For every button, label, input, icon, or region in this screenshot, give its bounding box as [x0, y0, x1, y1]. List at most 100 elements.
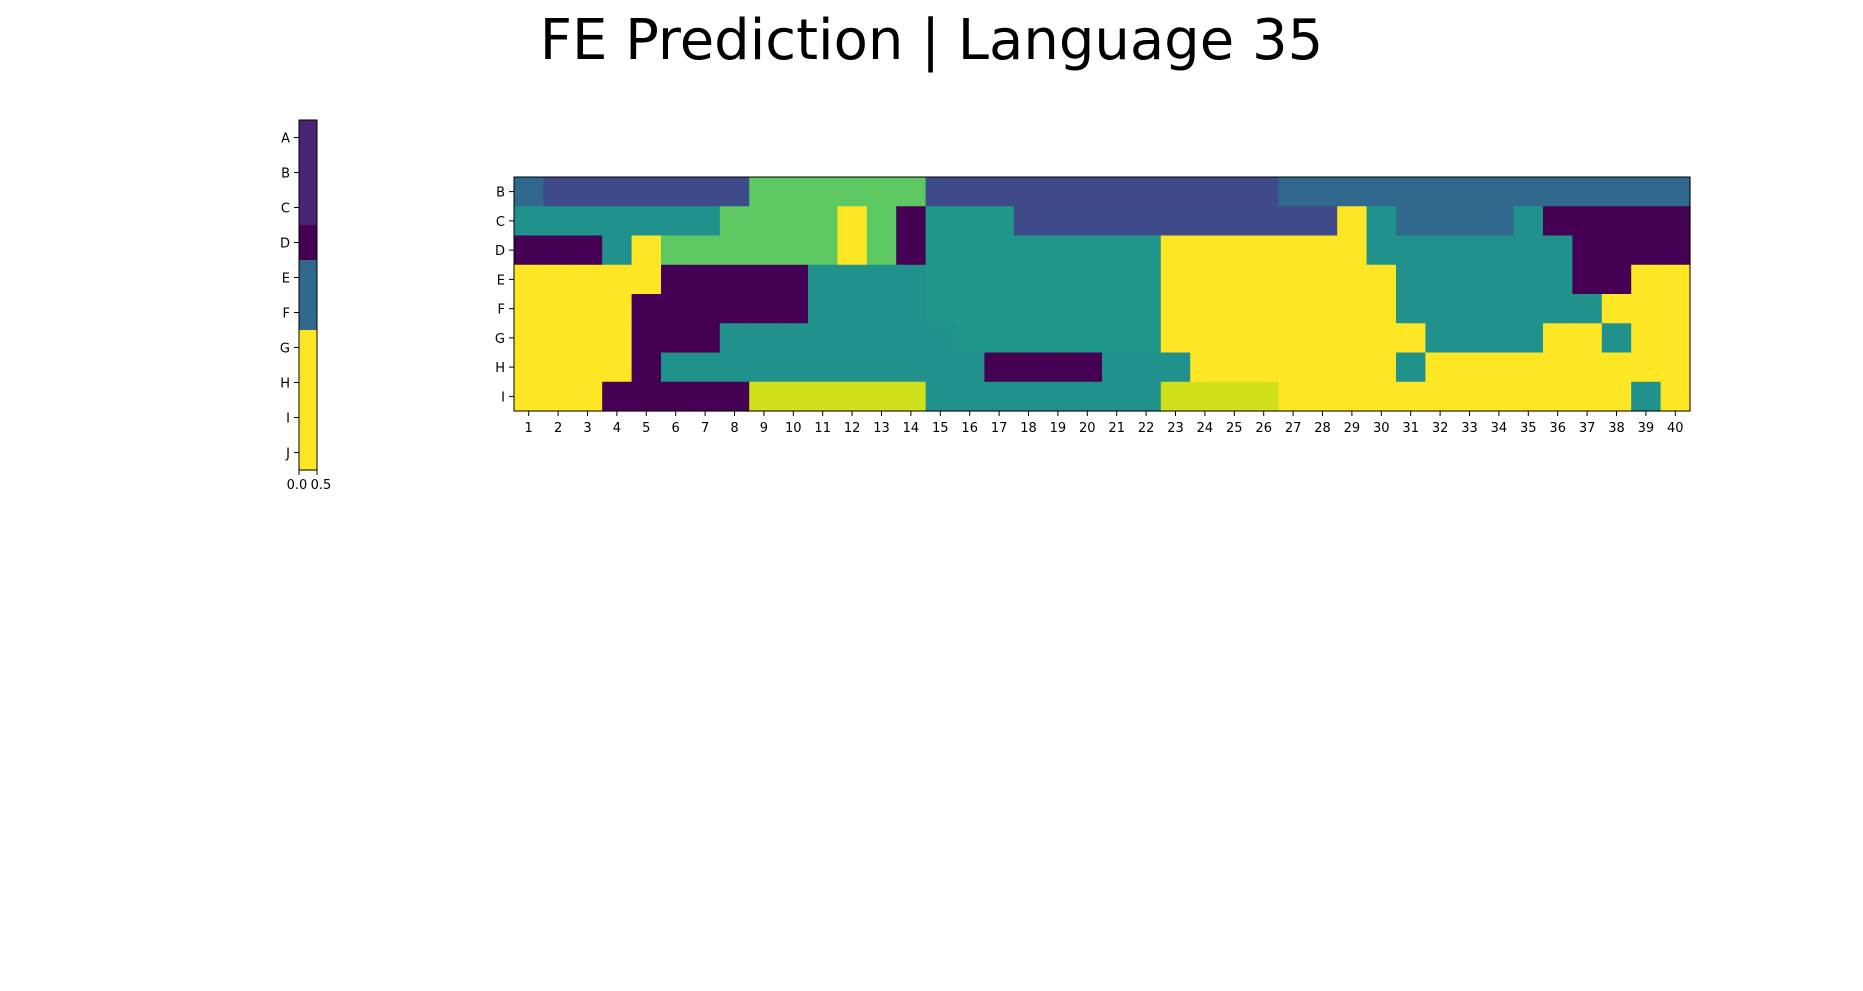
- heatmap-cell: [808, 264, 838, 295]
- heatmap-cell: [1484, 177, 1515, 207]
- strip-cell-H: [299, 365, 317, 401]
- heatmap-cell: [543, 352, 574, 383]
- heatmap-cell: [1631, 294, 1662, 324]
- heatmap-xtick-label: 22: [1138, 421, 1155, 436]
- heatmap-cell: [1396, 206, 1426, 237]
- heatmap-cell: [1396, 264, 1426, 295]
- heatmap-cell: [1513, 177, 1544, 207]
- heatmap-cell: [690, 352, 721, 383]
- heatmap-cell: [808, 235, 838, 266]
- heatmap-cell: [719, 352, 750, 383]
- heatmap-cell: [661, 177, 691, 207]
- heatmap-cell: [514, 235, 544, 266]
- heatmap-cell: [1572, 177, 1603, 207]
- heatmap-cell: [955, 294, 985, 324]
- heatmap-cell: [1013, 177, 1044, 207]
- heatmap-cell: [572, 294, 603, 324]
- heatmap-cell: [1572, 381, 1603, 412]
- heatmap-cell: [690, 177, 721, 207]
- heatmap-cell: [955, 352, 985, 383]
- heatmap-cell: [925, 352, 956, 383]
- heatmap-cell: [866, 381, 897, 412]
- heatmap-ytick-label: F: [498, 303, 505, 318]
- heatmap-xtick-label: 16: [961, 421, 978, 436]
- heatmap-cell: [514, 294, 544, 324]
- heatmap-cell: [1013, 352, 1044, 383]
- heatmap-cell: [1337, 323, 1368, 354]
- heatmap-cell: [1219, 352, 1250, 383]
- heatmap-cell: [1013, 381, 1044, 412]
- heatmap-cell: [1337, 294, 1368, 324]
- heatmap-cell: [1278, 235, 1309, 266]
- heatmap-cell: [1013, 323, 1044, 354]
- heatmap-cell: [1102, 235, 1132, 266]
- heatmap-cell: [1425, 323, 1456, 354]
- heatmap-cell: [602, 352, 633, 383]
- heatmap-cell: [543, 264, 574, 295]
- heatmap-xtick-label: 36: [1549, 421, 1566, 436]
- heatmap-ytick-label: B: [496, 186, 505, 201]
- heatmap-cell: [1425, 294, 1456, 324]
- heatmap-cell: [514, 352, 544, 383]
- heatmap-cell: [719, 177, 750, 207]
- heatmap-cell: [1043, 352, 1074, 383]
- heatmap-xtick-label: 10: [785, 421, 802, 436]
- heatmap-xtick-label: 40: [1667, 421, 1684, 436]
- heatmap-ytick-label: C: [496, 215, 505, 230]
- heatmap-cell: [925, 235, 956, 266]
- heatmap-cell: [749, 352, 780, 383]
- heatmap-xtick-label: 18: [1020, 421, 1037, 436]
- heatmap-cell: [1425, 206, 1456, 237]
- heatmap-cell: [1366, 264, 1397, 295]
- strip-ytick-label: J: [285, 447, 290, 462]
- heatmap-cell: [808, 206, 838, 237]
- heatmap-xtick-label: 20: [1079, 421, 1096, 436]
- heatmap-cell: [1102, 264, 1132, 295]
- heatmap-cell: [514, 206, 544, 237]
- heatmap-cell: [572, 381, 603, 412]
- heatmap-cell: [631, 235, 662, 266]
- heatmap-cell: [572, 352, 603, 383]
- heatmap-cell: [1484, 264, 1515, 295]
- heatmap-cell: [1307, 177, 1338, 207]
- heatmap-cell: [778, 235, 809, 266]
- heatmap-cell: [778, 352, 809, 383]
- heatmap-cell: [1102, 294, 1132, 324]
- heatmap-cell: [543, 235, 574, 266]
- heatmap-cell: [866, 352, 897, 383]
- heatmap-cell: [1190, 294, 1221, 324]
- strip-cell-J: [299, 435, 317, 471]
- heatmap-cell: [984, 323, 1015, 354]
- heatmap-cell: [1072, 352, 1103, 383]
- heatmap-xtick-label: 35: [1520, 421, 1537, 436]
- heatmap-cell: [1366, 177, 1397, 207]
- heatmap-cell: [1131, 323, 1162, 354]
- heatmap-cell: [572, 323, 603, 354]
- heatmap-cell: [1072, 206, 1103, 237]
- heatmap-cell: [1160, 264, 1191, 295]
- strip-ytick-label: C: [281, 202, 290, 217]
- strip-xtick-label: 0.0: [287, 478, 308, 493]
- heatmap-cell: [1631, 264, 1662, 295]
- heatmap-cell: [1396, 352, 1426, 383]
- heatmap-cell: [1337, 206, 1368, 237]
- heatmap-cell: [1043, 381, 1074, 412]
- heatmap-cell: [1631, 381, 1662, 412]
- heatmap-cell: [1072, 235, 1103, 266]
- heatmap-cell: [984, 206, 1015, 237]
- heatmap-cell: [955, 177, 985, 207]
- strip-ytick-label: H: [280, 377, 290, 392]
- heatmap-cell: [837, 206, 868, 237]
- heatmap-cell: [749, 294, 780, 324]
- heatmap-xtick-label: 21: [1108, 421, 1125, 436]
- strip-ytick-label: I: [286, 412, 290, 427]
- heatmap-cell: [631, 323, 662, 354]
- heatmap-xtick-label: 15: [932, 421, 949, 436]
- heatmap-cell: [1160, 177, 1191, 207]
- heatmap-cell: [925, 323, 956, 354]
- heatmap-xtick-label: 26: [1255, 421, 1272, 436]
- strip-ytick-label: F: [283, 307, 290, 322]
- heatmap-cell: [1454, 264, 1485, 295]
- heatmap-cell: [1572, 323, 1603, 354]
- heatmap-cell: [1160, 235, 1191, 266]
